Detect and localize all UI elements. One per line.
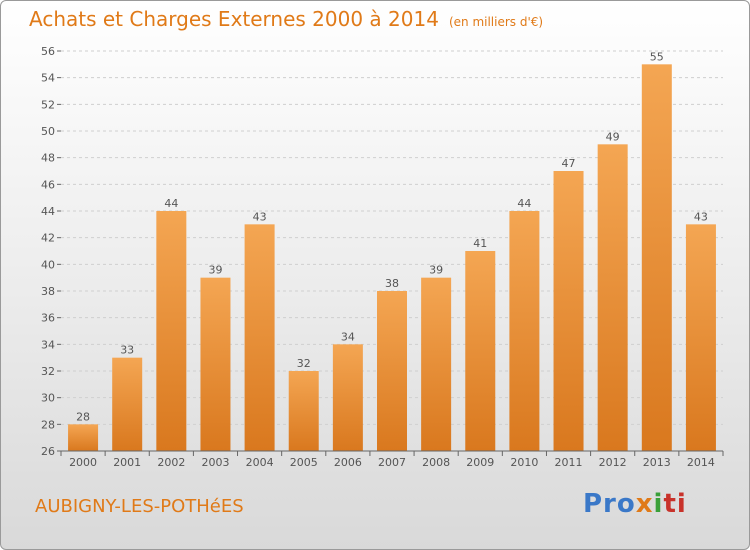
logo-part-1: Pro xyxy=(583,489,636,519)
y-tick-label: 32 xyxy=(41,365,55,378)
x-tick-label: 2013 xyxy=(643,456,671,469)
x-tick-label: 2014 xyxy=(687,456,715,469)
y-tick-label: 36 xyxy=(41,312,55,325)
bar xyxy=(112,357,143,451)
data-label: 49 xyxy=(606,130,620,143)
bar xyxy=(68,424,99,451)
data-label: 47 xyxy=(562,157,576,170)
x-tick-label: 2011 xyxy=(555,456,583,469)
y-tick-label: 48 xyxy=(41,152,55,165)
y-tick-label: 34 xyxy=(41,338,55,351)
bar xyxy=(421,277,452,451)
bar xyxy=(465,251,496,451)
y-tick-label: 40 xyxy=(41,258,55,271)
city-name: AUBIGNY-LES-POTHéES xyxy=(35,496,244,517)
data-label: 39 xyxy=(429,264,443,277)
data-label: 41 xyxy=(473,237,487,250)
data-label: 34 xyxy=(341,330,355,343)
bar xyxy=(553,171,584,451)
x-tick-label: 2004 xyxy=(246,456,274,469)
x-tick-label: 2007 xyxy=(378,456,406,469)
y-tick-label: 52 xyxy=(41,98,55,111)
bar xyxy=(200,277,231,451)
y-tick-label: 50 xyxy=(41,125,55,138)
data-label: 33 xyxy=(120,344,134,357)
data-label: 32 xyxy=(297,357,311,370)
data-label: 43 xyxy=(694,210,708,223)
logo-part-3: i xyxy=(653,489,664,519)
x-tick-label: 2009 xyxy=(466,456,494,469)
y-tick-label: 54 xyxy=(41,72,55,85)
y-tick-label: 28 xyxy=(41,418,55,431)
bar xyxy=(641,64,672,452)
bar-layer: 28 33 44 39 43 32 34 38 39 41 44 47 49 55 43 xyxy=(68,50,716,452)
x-tick-label: 2012 xyxy=(599,456,627,469)
x-tick-layer: 2000 2001 2002 2003 2004 2005 2006 2007 2008 2009… xyxy=(60,451,724,469)
x-tick-label: 2003 xyxy=(201,456,229,469)
x-tick-label: 2002 xyxy=(157,456,185,469)
chart-unit: (en milliers d'€) xyxy=(448,15,544,29)
y-tick-label: 38 xyxy=(41,285,55,298)
chart-title: Achats et Charges Externes 2000 à 2014 xyxy=(29,7,439,31)
x-tick-label: 2001 xyxy=(113,456,141,469)
data-label: 44 xyxy=(517,197,531,210)
bar xyxy=(685,224,716,451)
logo-part-4: ti xyxy=(663,489,687,519)
y-tick-label: 42 xyxy=(41,232,55,245)
bar xyxy=(332,344,363,451)
x-tick-label: 2010 xyxy=(510,456,538,469)
bar xyxy=(509,211,540,451)
data-label: 38 xyxy=(385,277,399,290)
x-tick-label: 2008 xyxy=(422,456,450,469)
y-tick-layer: 26 28 30 32 34 36 38 40 42 44 46 48 50 52 54 56 xyxy=(41,45,61,458)
y-tick-label: 46 xyxy=(41,178,55,191)
data-label: 43 xyxy=(253,210,267,223)
bar xyxy=(377,291,407,451)
proxiti-logo: Proxiti xyxy=(583,489,687,519)
x-tick-label: 2000 xyxy=(69,456,97,469)
bar xyxy=(288,371,319,451)
logo-part-2: x xyxy=(635,489,654,519)
data-label: 28 xyxy=(76,410,90,423)
x-tick-label: 2006 xyxy=(334,456,362,469)
bar xyxy=(156,211,187,451)
data-label: 44 xyxy=(164,197,178,210)
data-label: 39 xyxy=(208,264,222,277)
y-tick-label: 26 xyxy=(41,445,55,458)
x-tick-label: 2005 xyxy=(290,456,318,469)
y-tick-label: 44 xyxy=(41,205,55,218)
title-row: Achats et Charges Externes 2000 à 2014 (e… xyxy=(29,7,543,31)
y-tick-label: 30 xyxy=(41,392,55,405)
data-label: 55 xyxy=(650,50,664,63)
bar xyxy=(597,144,628,452)
y-tick-label: 56 xyxy=(41,45,55,58)
bar xyxy=(244,224,275,451)
